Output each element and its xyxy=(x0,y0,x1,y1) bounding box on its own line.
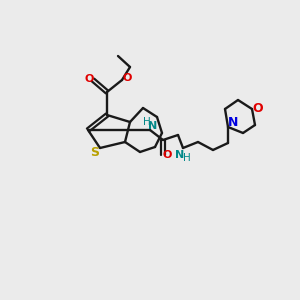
Text: O: O xyxy=(122,73,132,83)
Text: N: N xyxy=(148,121,158,131)
Text: O: O xyxy=(84,74,94,84)
Text: S: S xyxy=(91,146,100,158)
Text: H: H xyxy=(183,153,191,163)
Text: O: O xyxy=(253,103,263,116)
Text: N: N xyxy=(228,116,238,128)
Text: N: N xyxy=(176,150,184,160)
Text: H: H xyxy=(143,117,151,127)
Text: O: O xyxy=(162,150,172,160)
